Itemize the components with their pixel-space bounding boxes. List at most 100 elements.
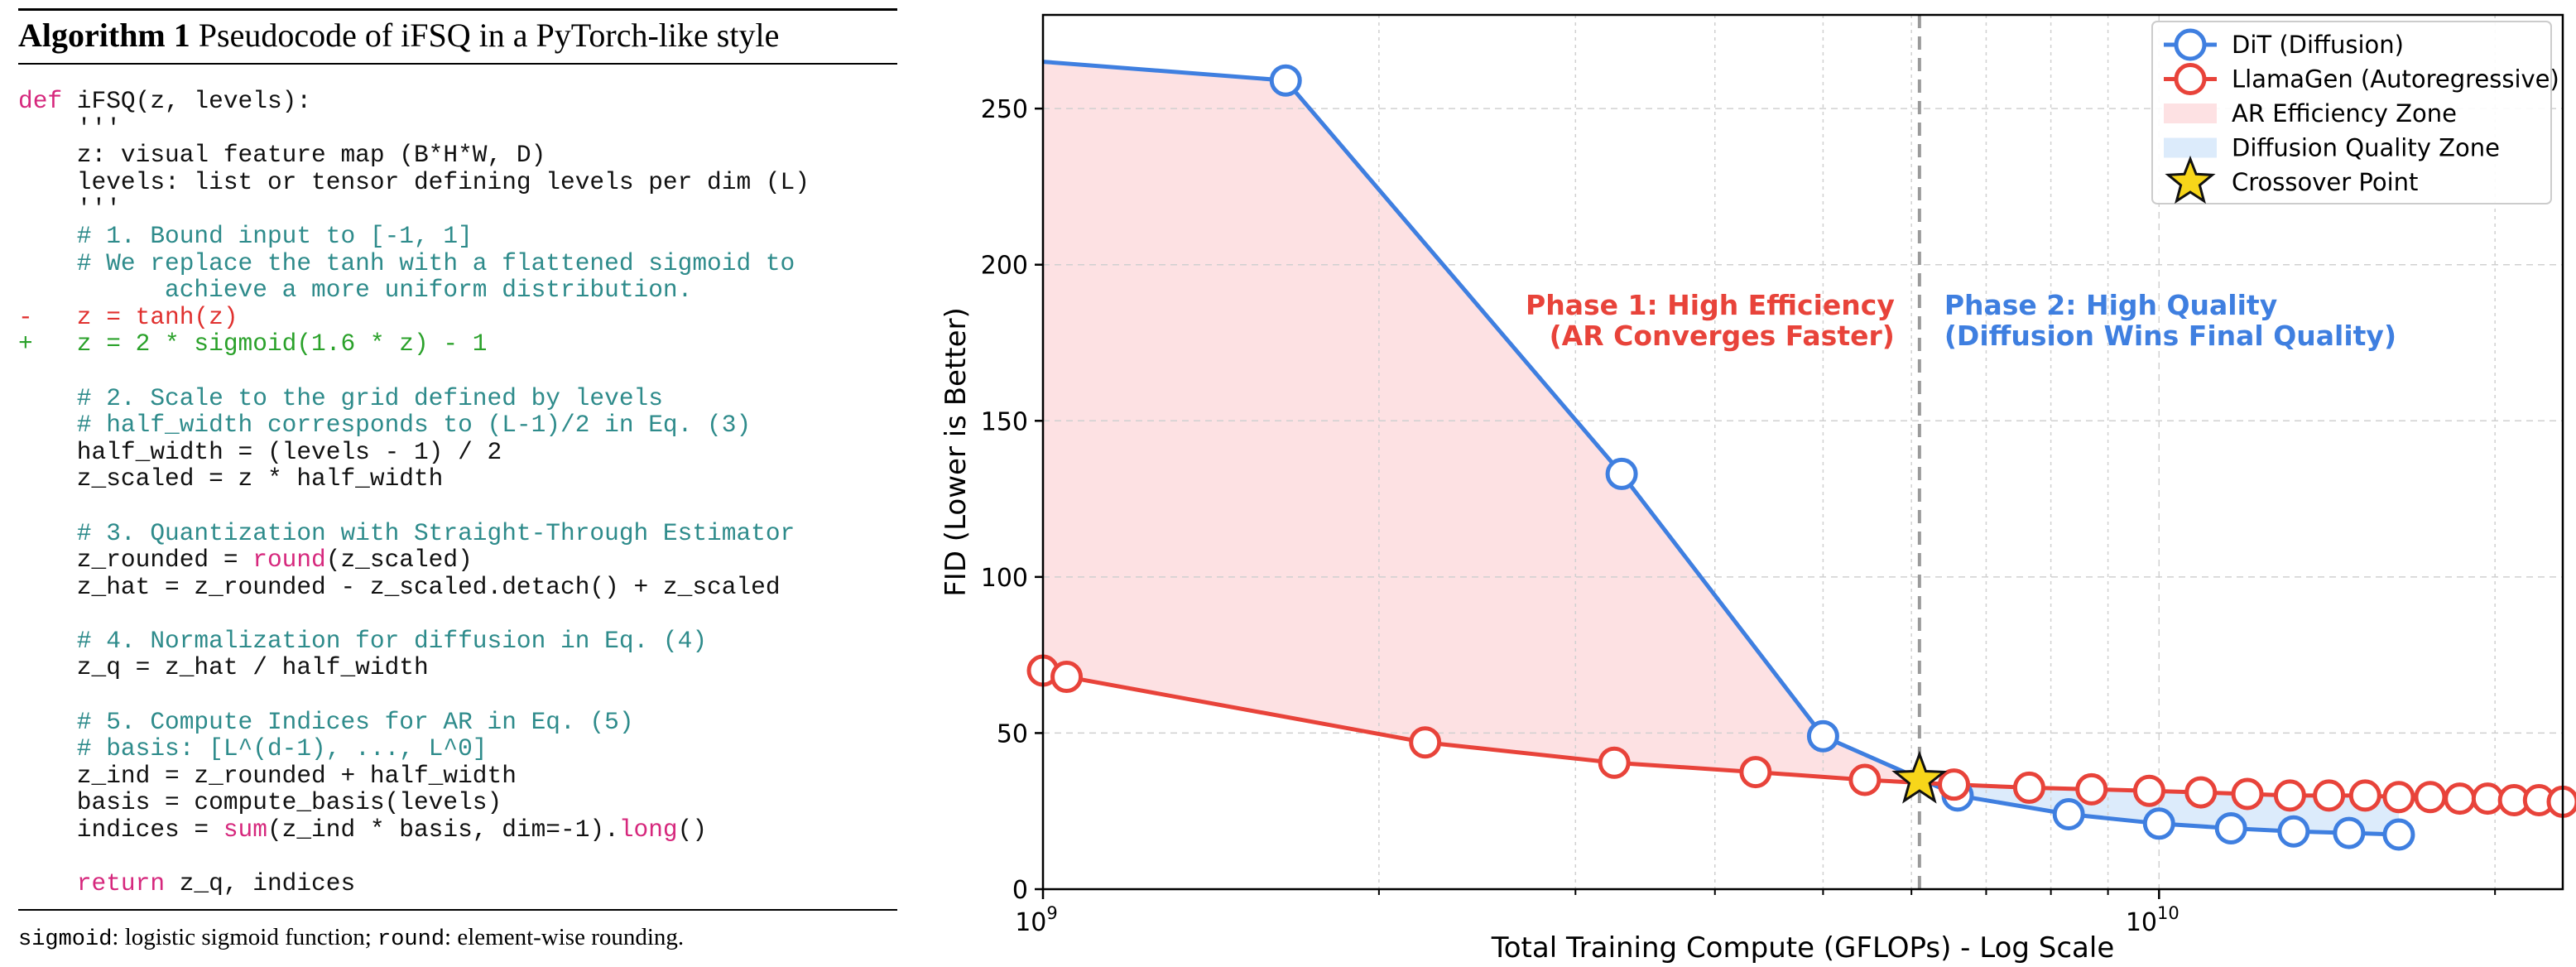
- legend: DiT (Diffusion) LlamaGen (Autoregressive)…: [2151, 21, 2559, 204]
- llamagen-point: [2348, 779, 2381, 812]
- algorithm-footnote: sigmoid: logistic sigmoid function; roun…: [18, 909, 897, 952]
- code-line: def iFSQ(z, levels):: [18, 88, 897, 115]
- y-tick-label: 200: [981, 252, 1028, 281]
- code-line: # 3. Quantization with Straight-Through …: [18, 518, 897, 547]
- x-axis-label: Total Training Compute (GFLOPs) - Log Sc…: [1491, 931, 2114, 965]
- code-line: [18, 358, 897, 385]
- code-token: z_rounded =: [18, 546, 253, 575]
- footnote-desc-round: : element-wise rounding.: [445, 924, 685, 950]
- code-token: (z_scaled): [325, 546, 473, 575]
- legend-item-ar-zone: AR Efficiency Zone: [2164, 99, 2457, 127]
- legend-item-crossover: Crossover Point: [2165, 155, 2418, 204]
- code-token: # basis: [L^(d-1), ..., L^0]: [18, 734, 488, 763]
- code-token: half_width = (levels - 1) / 2: [18, 437, 502, 466]
- legend-patch-swatch: [2164, 103, 2217, 123]
- code-line: z_scaled = z * half_width: [18, 465, 897, 493]
- code-line: z: visual feature map (B*H*W, D): [18, 142, 897, 169]
- code-token: return: [76, 869, 166, 898]
- code-line: - z = tanh(z): [18, 302, 897, 331]
- legend-box: [2151, 21, 2552, 204]
- legend-marker-swatch: [2174, 28, 2207, 61]
- llamagen-point: [2231, 777, 2264, 811]
- markers-layer: [1026, 64, 2576, 851]
- code-line: z_rounded = round(z_scaled): [18, 546, 897, 574]
- legend-item-llamagen: LlamaGen (Autoregressive): [2164, 63, 2559, 95]
- dit-point: [2142, 807, 2175, 840]
- fid-compute-chart: Phase 1: High Efficiency(AR Converges Fa…: [940, 13, 2576, 965]
- code-token: z_ind = z_rounded + half_width: [18, 761, 517, 790]
- code-line: achieve a more uniform distribution.: [18, 277, 897, 304]
- code-token: round: [252, 546, 326, 575]
- code-token: z: visual feature map (B*H*W, D): [18, 141, 546, 170]
- llamagen-point: [2313, 779, 2346, 812]
- y-axis-label: FID (Lower is Better): [940, 307, 973, 597]
- llamagen-point: [1739, 756, 1772, 789]
- algorithm-block: Algorithm 1 Pseudocode of iFSQ in a PyTo…: [18, 8, 897, 897]
- code-token: z_hat = z_rounded - z_scaled.detach() + …: [18, 572, 781, 601]
- llamagen-point: [1848, 763, 1882, 796]
- llamagen-point: [1050, 661, 1084, 694]
- legend-item-diffusion-zone: Diffusion Quality Zone: [2164, 134, 2500, 162]
- legend-item-dit: DiT (Diffusion): [2164, 28, 2404, 61]
- dit-point: [2382, 818, 2415, 851]
- code-line: [18, 844, 897, 871]
- code-token: - z = tanh(z): [18, 302, 238, 331]
- legend-label: AR Efficiency Zone: [2232, 99, 2457, 127]
- code-token: def: [18, 87, 63, 115]
- x-tick-label: 1010: [2126, 903, 2180, 937]
- dit-point: [2333, 816, 2366, 849]
- code-token: # 4. Normalization for diffusion in Eq. …: [18, 626, 708, 655]
- code-token: # 2. Scale to the grid defined by levels: [18, 383, 663, 412]
- phase-annotation-line1: Phase 1: High Efficiency: [1526, 289, 1895, 321]
- code-token: ''': [18, 113, 121, 142]
- algorithm-caption: Pseudocode of iFSQ in a PyTorch-like sty…: [198, 17, 780, 54]
- x-tick-exponent: 10: [2157, 903, 2180, 923]
- x-tick-base: 10: [2126, 908, 2157, 937]
- code-token: z_q = z_hat / half_width: [18, 653, 429, 682]
- code-token: # We replace the tanh with a flattened s…: [18, 248, 795, 277]
- code-token: basis = compute_basis(levels): [18, 788, 502, 817]
- code-line: # half_width corresponds to (L-1)/2 in E…: [18, 411, 897, 439]
- code-listing: def iFSQ(z, levels): ''' z: visual featu…: [18, 88, 897, 897]
- code-token: # 1. Bound input to [-1, 1]: [18, 221, 473, 250]
- dit-point: [1605, 457, 1638, 490]
- code-token: + z = 2 * sigmoid(1.6 * z) - 1: [18, 330, 488, 358]
- crossover-star: [1891, 750, 1948, 804]
- code-token: z_q, indices: [165, 869, 356, 898]
- phase-annotation-line1: Phase 2: High Quality: [1944, 289, 2277, 321]
- code-line: z_ind = z_rounded + half_width: [18, 763, 897, 790]
- llamagen-point: [2471, 782, 2504, 815]
- code-token: # 3. Quantization with Straight-Through …: [18, 518, 795, 547]
- code-token: iFSQ(z, levels):: [62, 87, 312, 115]
- code-line: [18, 600, 897, 628]
- code-line: z_q = z_hat / half_width: [18, 654, 897, 681]
- code-line: # 2. Scale to the grid defined by levels: [18, 383, 897, 412]
- code-line: # 4. Normalization for diffusion in Eq. …: [18, 628, 897, 655]
- code-line: ''': [18, 113, 897, 142]
- llamagen-point: [1409, 726, 1442, 759]
- y-tick-label: 0: [1012, 876, 1028, 905]
- code-token: levels: list or tensor defining levels p…: [18, 167, 810, 196]
- code-line: # 1. Bound input to [-1, 1]: [18, 223, 897, 250]
- code-token: z_scaled = z * half_width: [18, 464, 444, 493]
- code-token: sum: [223, 815, 267, 844]
- code-line: ''': [18, 195, 897, 223]
- footnote-desc-sigmoid: : logistic sigmoid function;: [112, 924, 378, 950]
- llamagen-point: [1598, 746, 1631, 779]
- dit-point: [2052, 797, 2085, 830]
- code-token: # half_width corresponds to (L-1)/2 in E…: [18, 411, 752, 440]
- x-tick-label: 109: [1015, 903, 1058, 937]
- legend-star-swatch: [2165, 155, 2216, 204]
- legend-label: DiT (Diffusion): [2232, 31, 2404, 59]
- code-line: # basis: [L^(d-1), ..., L^0]: [18, 735, 897, 763]
- code-token: (z_ind * basis, dim=-1).: [267, 815, 619, 844]
- footnote-term-sigmoid: sigmoid: [18, 927, 113, 952]
- legend-patch-swatch: [2164, 137, 2217, 158]
- code-token: [18, 869, 77, 897]
- llamagen-point: [2132, 774, 2165, 807]
- algorithm-title: Algorithm 1 Pseudocode of iFSQ in a PyTo…: [18, 8, 897, 65]
- legend-label: Crossover Point: [2232, 168, 2418, 196]
- code-line: [18, 493, 897, 520]
- code-line: indices = sum(z_ind * basis, dim=-1).lon…: [18, 816, 897, 844]
- y-tick-label: 150: [981, 407, 1028, 436]
